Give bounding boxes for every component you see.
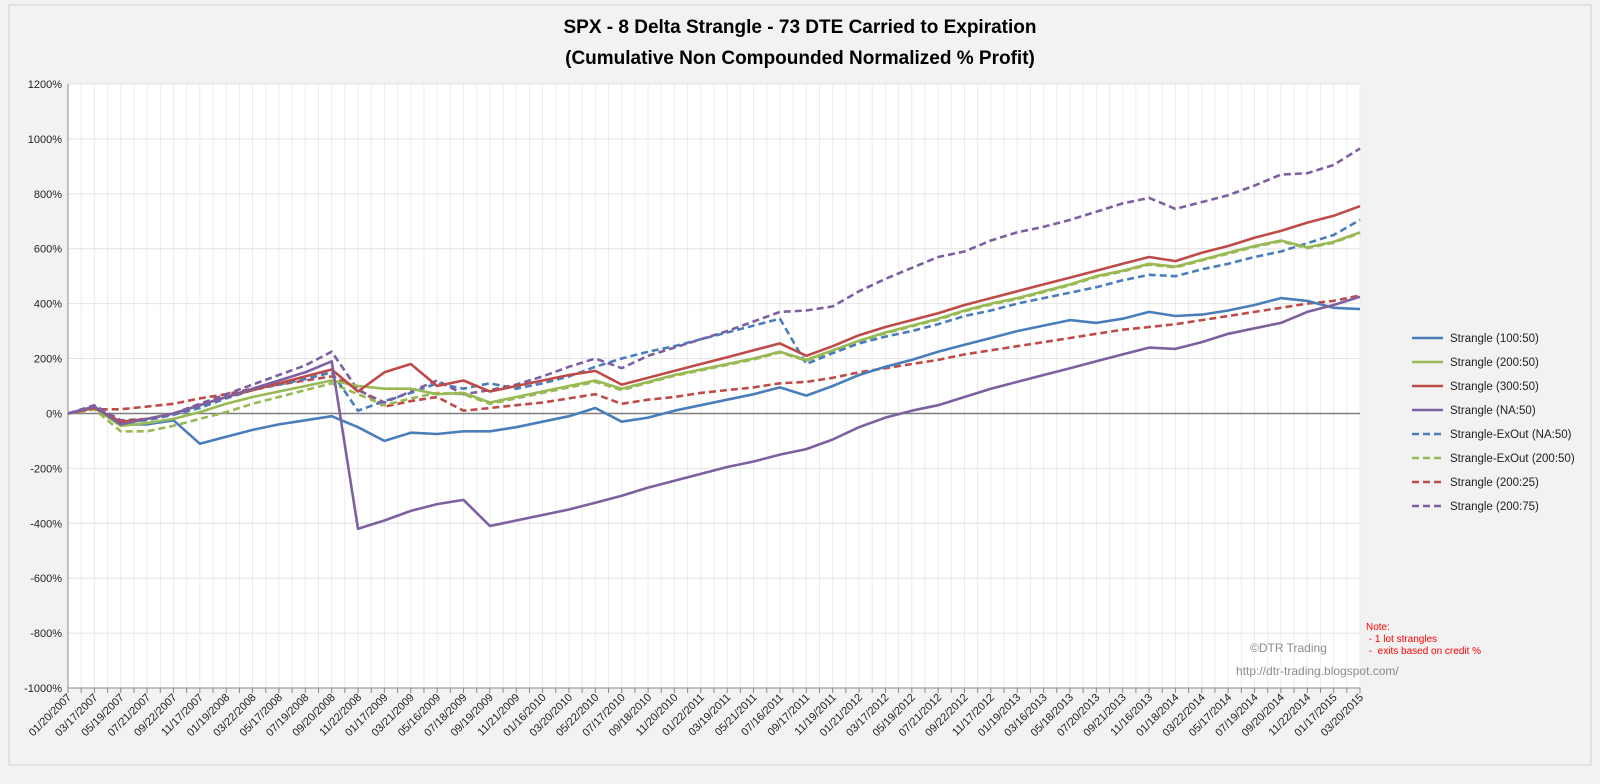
y-tick-label: -600%: [30, 573, 62, 585]
series-line: [67, 204, 1361, 424]
watermark-url: http://dtr-trading.blogspot.com/: [1236, 664, 1399, 678]
series-line: [67, 147, 1361, 422]
series-line: [67, 218, 1361, 424]
legend-label: Strangle (NA:50): [1450, 405, 1536, 417]
legend-label: Strangle (200:25): [1450, 477, 1539, 489]
y-tick-label: 400%: [34, 299, 62, 311]
legend-label: Strangle (200:75): [1450, 501, 1539, 513]
note-line: - exits based on credit %: [1366, 646, 1481, 657]
series-line: [67, 231, 1361, 428]
y-tick-label: -200%: [30, 463, 62, 475]
chart-title-line1: SPX - 8 Delta Strangle - 73 DTE Carried …: [563, 17, 1036, 38]
legend: Strangle (100:50) Strangle (200:50) Strang…: [1412, 333, 1575, 513]
series-lines: [67, 147, 1361, 531]
series-line: [67, 296, 1361, 446]
watermark-copyright: ©DTR Trading: [1250, 641, 1327, 655]
series-line: [67, 294, 1361, 415]
y-axis: 1200% 1000% 800% 600% 400% 200% 0% -200% -400% -6…: [24, 79, 69, 695]
y-tick-label: 800%: [34, 189, 62, 201]
y-tick-label: 0%: [46, 408, 62, 420]
chart-title-line2: (Cumulative Non Compounded Normalized % …: [565, 48, 1035, 69]
legend-label: Strangle-ExOut (200:50): [1450, 453, 1575, 465]
y-tick-label: -400%: [30, 518, 62, 530]
y-tick-label: 600%: [34, 244, 62, 256]
note-line: - 1 lot strangles: [1366, 634, 1437, 645]
legend-label: Strangle (300:50): [1450, 381, 1539, 393]
y-tick-label: 1200%: [28, 79, 62, 91]
legend-label: Strangle (100:50): [1450, 333, 1539, 345]
legend-label: Strangle-ExOut (NA:50): [1450, 429, 1572, 441]
y-tick-label: 1000%: [28, 134, 62, 146]
y-tick-label: -800%: [30, 628, 62, 640]
series-line: [67, 295, 1361, 531]
y-tick-label: 200%: [34, 354, 62, 366]
note-title: Note:: [1366, 622, 1390, 633]
legend-label: Strangle (200:50): [1450, 357, 1539, 369]
y-tick-label: -1000%: [24, 683, 62, 695]
